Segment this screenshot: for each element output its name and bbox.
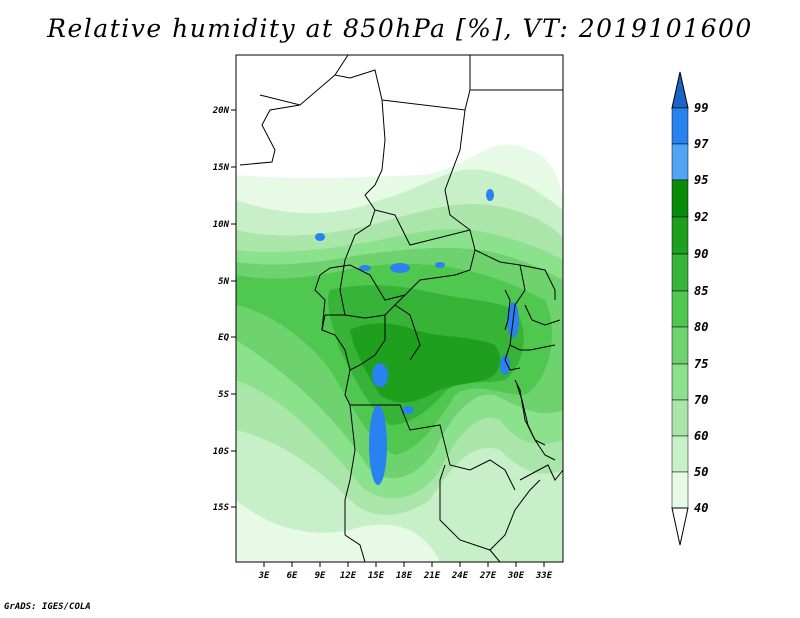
lon-label: 12E	[340, 571, 357, 581]
rh-95-patch	[435, 262, 445, 268]
lon-label: 30E	[507, 571, 525, 581]
lon-label: 6E	[287, 571, 298, 581]
colorbar-segment	[671, 143, 689, 181]
lat-label: 5S	[218, 390, 229, 400]
colorbar-label: 97	[694, 137, 709, 151]
colorbar: 99 97 95 92 90 85 80 75 70 60 50 40	[671, 71, 709, 546]
rh-95-patch	[372, 363, 388, 387]
colorbar-segment	[671, 435, 689, 473]
colorbar-label: 40	[694, 501, 708, 515]
colorbar-label: 60	[694, 429, 708, 443]
rh-95-patch	[369, 405, 387, 485]
rh-95-patch	[402, 406, 414, 414]
lat-label: 20N	[212, 106, 230, 116]
rh-90-region	[350, 323, 501, 403]
lon-label: 15E	[368, 571, 385, 581]
colorbar-bottom-arrow	[671, 507, 689, 546]
rh-95-patch	[359, 265, 371, 271]
colorbar-segment	[671, 399, 689, 437]
credit-text: GrADS: IGES/COLA	[4, 602, 91, 612]
lon-label: 21E	[423, 571, 441, 581]
colorbar-segment	[671, 253, 689, 292]
colorbar-segment	[671, 363, 689, 401]
colorbar-segment	[671, 326, 689, 365]
lat-label: 10S	[213, 447, 230, 457]
lon-axis: 3E 6E 9E 12E 15E 18E 21E 24E 27E 30E 33E	[258, 562, 553, 581]
colorbar-segment	[671, 290, 689, 328]
colorbar-segment	[671, 179, 689, 218]
colorbar-label: 95	[694, 173, 708, 187]
colorbar-segment	[671, 107, 689, 145]
country-borders	[239, 55, 563, 562]
colorbar-label: 70	[694, 393, 708, 407]
colorbar-label: 50	[694, 465, 708, 479]
colorbar-label: 92	[694, 210, 708, 224]
lat-label: EQ	[218, 333, 229, 343]
lat-axis: 20N 15N 10N 5N EQ 5S 10S 15S	[212, 106, 236, 513]
rh-95-patch	[486, 189, 494, 201]
lon-label: 3E	[258, 571, 270, 581]
colorbar-segment	[671, 471, 689, 509]
lon-label: 27E	[479, 571, 497, 581]
colorbar-label: 75	[694, 357, 708, 371]
colorbar-segment	[671, 216, 689, 255]
map-title: Relative humidity at 850hPa [%], VT: 201…	[47, 14, 753, 43]
colorbar-label: 99	[694, 101, 708, 115]
lon-label: 24E	[451, 571, 469, 581]
humidity-field	[236, 144, 563, 562]
lon-label: 33E	[535, 571, 553, 581]
map-frame	[235, 54, 564, 563]
lat-label: 10N	[213, 220, 230, 230]
lon-label: 9E	[315, 571, 326, 581]
rh-95-patch	[390, 263, 410, 273]
colorbar-label: 85	[694, 284, 708, 298]
colorbar-label: 90	[694, 247, 708, 261]
lat-label: 5N	[218, 277, 229, 287]
colorbar-top-arrow	[671, 71, 689, 109]
lat-label: 15S	[213, 503, 230, 513]
rh-95-patch	[500, 355, 510, 375]
lon-label: 18E	[396, 571, 413, 581]
rh-95-patch	[315, 233, 325, 241]
colorbar-label: 80	[694, 320, 708, 334]
lat-label: 15N	[213, 163, 230, 173]
